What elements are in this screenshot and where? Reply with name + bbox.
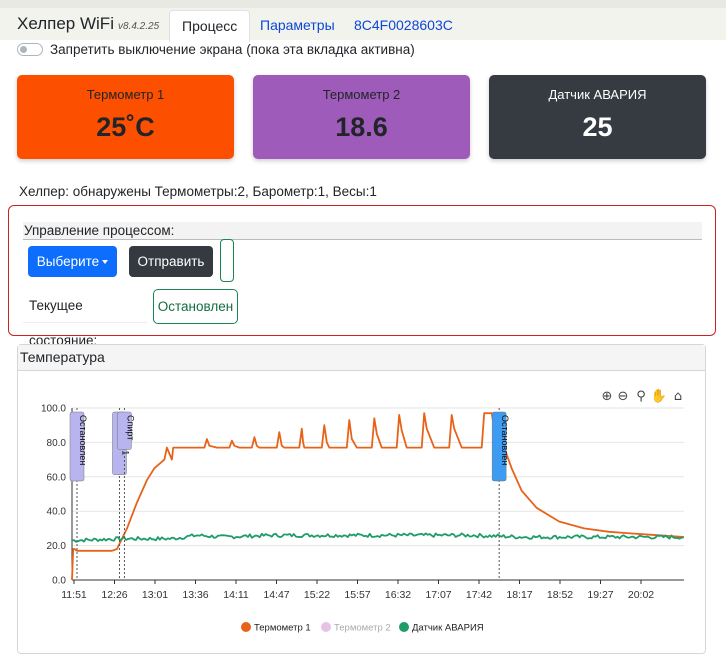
empty-action-button[interactable]: [220, 239, 234, 282]
card-value: 18.6: [335, 112, 388, 142]
app-version: v8.4.2.25: [117, 21, 160, 32]
app-title: Хелпер WiFi: [17, 14, 114, 33]
card-title: Термометр 1: [86, 87, 165, 102]
devices-info: Хелпер: обнаружены Термометры:2, Баромет…: [19, 184, 377, 199]
select-label: Выберите: [36, 254, 100, 269]
card-thermometer-2: Термометр 2 18.6: [253, 75, 470, 159]
tab-parameters[interactable]: Параметры: [260, 17, 335, 33]
top-navbar: Хелпер WiFi v8.4.2.25 Процесс Параметры 8…: [0, 0, 726, 42]
card-value: 25˚C: [96, 112, 155, 142]
screen-lock-label: Запретить выключение экрана (пока эта вк…: [50, 42, 415, 57]
card-title: Термометр 2: [322, 87, 401, 102]
temperature-chart-card: Температура: [17, 344, 706, 654]
send-button[interactable]: Отправить: [129, 246, 213, 277]
card-title: Датчик АВАРИЯ: [548, 87, 647, 102]
screen-lock-switch[interactable]: [17, 43, 43, 56]
process-control-panel: Управление процессом: Выберите Отправить…: [8, 205, 716, 348]
tab-process[interactable]: Процесс: [169, 10, 251, 42]
caret-down-icon: [102, 260, 109, 264]
card-thermometer-1: Термометр 1 25˚C: [17, 75, 234, 159]
card-value: 25: [582, 112, 613, 142]
current-state-label: Текущее состояние:: [23, 288, 147, 348]
app-brand: Хелпер WiFi v8.4.2.25: [17, 14, 159, 34]
screen-lock-toggle-row: Запретить выключение экрана (пока эта вк…: [17, 42, 415, 57]
tab-device-id[interactable]: 8C4F0028603C: [354, 17, 453, 33]
chart-title: Температура: [18, 345, 705, 371]
card-alarm-sensor: Датчик АВАРИЯ 25: [489, 75, 706, 159]
select-process-dropdown[interactable]: Выберите: [28, 246, 117, 277]
current-state-badge: Остановлен: [153, 289, 238, 324]
process-control-header: Управление процессом:: [23, 222, 702, 240]
